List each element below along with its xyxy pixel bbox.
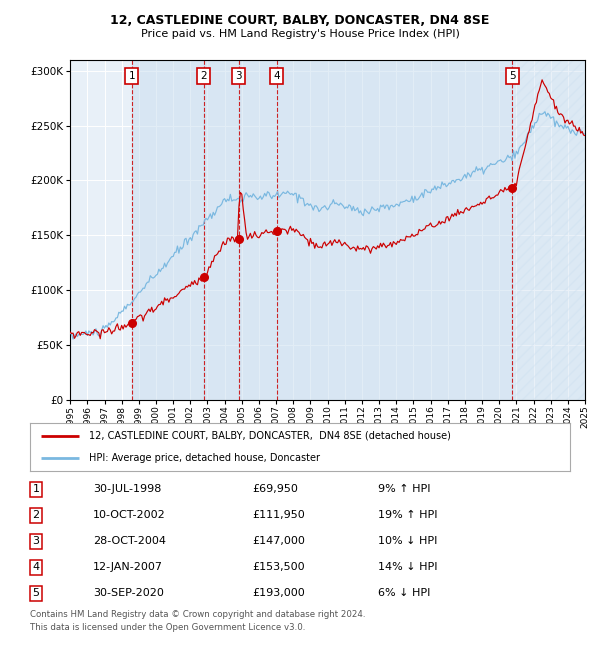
Text: 5: 5	[509, 72, 515, 81]
Text: £153,500: £153,500	[252, 562, 305, 573]
Text: This data is licensed under the Open Government Licence v3.0.: This data is licensed under the Open Gov…	[30, 623, 305, 632]
Text: Contains HM Land Registry data © Crown copyright and database right 2024.: Contains HM Land Registry data © Crown c…	[30, 610, 365, 619]
Text: 3: 3	[32, 536, 40, 547]
Text: HPI: Average price, detached house, Doncaster: HPI: Average price, detached house, Donc…	[89, 453, 320, 463]
Text: £111,950: £111,950	[252, 510, 305, 521]
Text: 4: 4	[274, 72, 280, 81]
Text: 28-OCT-2004: 28-OCT-2004	[93, 536, 166, 547]
Text: £69,950: £69,950	[252, 484, 298, 495]
Text: 5: 5	[32, 588, 40, 599]
Text: £193,000: £193,000	[252, 588, 305, 599]
Text: Price paid vs. HM Land Registry's House Price Index (HPI): Price paid vs. HM Land Registry's House …	[140, 29, 460, 38]
Text: 12, CASTLEDINE COURT, BALBY, DONCASTER, DN4 8SE: 12, CASTLEDINE COURT, BALBY, DONCASTER, …	[110, 14, 490, 27]
Text: 30-SEP-2020: 30-SEP-2020	[93, 588, 164, 599]
Text: 12, CASTLEDINE COURT, BALBY, DONCASTER,  DN4 8SE (detached house): 12, CASTLEDINE COURT, BALBY, DONCASTER, …	[89, 431, 451, 441]
Text: 2: 2	[200, 72, 207, 81]
Text: 10% ↓ HPI: 10% ↓ HPI	[378, 536, 437, 547]
Bar	[204, 60, 239, 400]
Text: 2: 2	[32, 510, 40, 521]
Text: 12-JAN-2007: 12-JAN-2007	[93, 562, 163, 573]
Bar	[239, 60, 277, 400]
Bar	[277, 60, 512, 400]
Text: 1: 1	[128, 72, 135, 81]
Text: 3: 3	[236, 72, 242, 81]
Text: 30-JUL-1998: 30-JUL-1998	[93, 484, 161, 495]
Text: 1: 1	[32, 484, 40, 495]
Text: 6% ↓ HPI: 6% ↓ HPI	[378, 588, 430, 599]
Text: 10-OCT-2002: 10-OCT-2002	[93, 510, 166, 521]
Bar	[131, 60, 204, 400]
Text: 14% ↓ HPI: 14% ↓ HPI	[378, 562, 437, 573]
Text: £147,000: £147,000	[252, 536, 305, 547]
Bar	[512, 60, 585, 400]
Text: 4: 4	[32, 562, 40, 573]
Text: 9% ↑ HPI: 9% ↑ HPI	[378, 484, 431, 495]
Text: 19% ↑ HPI: 19% ↑ HPI	[378, 510, 437, 521]
